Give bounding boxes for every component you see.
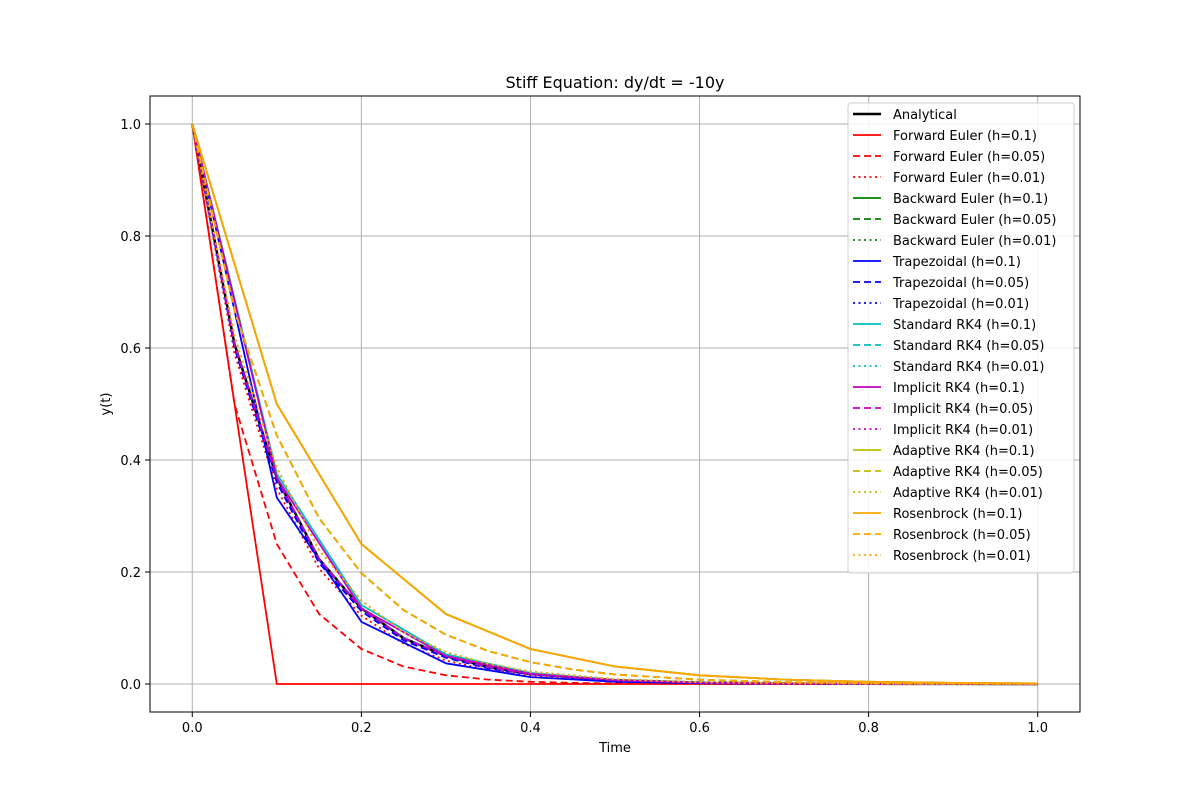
legend: Analytical Forward Euler (h=0.1) Forward E… bbox=[847, 102, 1075, 574]
x-tick-label: 0.8 bbox=[858, 721, 879, 736]
legend-entry: Trapezoidal (h=0.01) bbox=[853, 297, 1029, 312]
legend-entry: Rosenbrock (h=0.01) bbox=[853, 549, 1031, 564]
legend-label: Standard RK4 (h=0.05) bbox=[893, 339, 1044, 354]
legend-entry: Adaptive RK4 (h=0.01) bbox=[853, 486, 1043, 501]
legend-entry: Forward Euler (h=0.01) bbox=[853, 171, 1045, 186]
plot-frame bbox=[149, 95, 1081, 713]
legend-box bbox=[847, 102, 1075, 574]
legend-label: Rosenbrock (h=0.1) bbox=[893, 507, 1022, 522]
legend-label: Standard RK4 (h=0.01) bbox=[893, 360, 1044, 375]
legend-entry: Analytical bbox=[853, 108, 957, 123]
legend-label: Forward Euler (h=0.1) bbox=[893, 129, 1037, 144]
legend-entry: Adaptive RK4 (h=0.1) bbox=[853, 444, 1035, 459]
legend-entry: Trapezoidal (h=0.05) bbox=[853, 276, 1029, 291]
legend-entry: Implicit RK4 (h=0.1) bbox=[853, 381, 1025, 396]
legend-label: Analytical bbox=[893, 108, 957, 123]
legend-entry: Backward Euler (h=0.1) bbox=[853, 192, 1048, 207]
y-tick-label: 0.4 bbox=[120, 454, 141, 469]
legend-label: Trapezoidal (h=0.1) bbox=[892, 255, 1021, 270]
legend-entry: Implicit RK4 (h=0.01) bbox=[853, 423, 1033, 438]
axis-ticks: 0.0 0.2 0.4 0.6 0.8 1.0 0.0 0.2 0.4 0.6 0.8 1.0 bbox=[120, 118, 1048, 736]
legend-label: Adaptive RK4 (h=0.05) bbox=[893, 465, 1043, 480]
legend-entry: Rosenbrock (h=0.1) bbox=[853, 507, 1022, 522]
x-tick-label: 0.6 bbox=[689, 721, 710, 736]
legend-label: Implicit RK4 (h=0.01) bbox=[893, 423, 1033, 438]
legend-label: Rosenbrock (h=0.01) bbox=[893, 549, 1031, 564]
x-tick-label: 0.4 bbox=[520, 721, 541, 736]
series-line-21 bbox=[191, 123, 1038, 685]
x-tick-label: 1.0 bbox=[1027, 721, 1048, 736]
legend-label: Standard RK4 (h=0.1) bbox=[893, 318, 1036, 333]
legend-entry: Forward Euler (h=0.1) bbox=[853, 129, 1037, 144]
legend-entry: Rosenbrock (h=0.05) bbox=[853, 528, 1031, 543]
chart-title: Stiff Equation: dy/dt = -10y bbox=[506, 73, 725, 92]
legend-label: Implicit RK4 (h=0.1) bbox=[893, 381, 1025, 396]
series-line-20 bbox=[191, 123, 1038, 685]
legend-label: Backward Euler (h=0.01) bbox=[893, 234, 1056, 249]
x-tick-label: 0.0 bbox=[182, 721, 203, 736]
y-axis-label: y(t) bbox=[99, 393, 114, 416]
legend-label: Adaptive RK4 (h=0.01) bbox=[893, 486, 1043, 501]
y-tick-label: 0.2 bbox=[120, 566, 141, 581]
legend-entry: Standard RK4 (h=0.01) bbox=[853, 360, 1044, 375]
series-lines bbox=[191, 123, 1038, 686]
legend-entry: Trapezoidal (h=0.1) bbox=[853, 255, 1021, 270]
legend-label: Implicit RK4 (h=0.05) bbox=[893, 402, 1033, 417]
legend-entry: Forward Euler (h=0.05) bbox=[853, 150, 1045, 165]
legend-entry: Backward Euler (h=0.05) bbox=[853, 213, 1056, 228]
legend-label: Forward Euler (h=0.05) bbox=[893, 150, 1045, 165]
x-tick-label: 0.2 bbox=[351, 721, 372, 736]
legend-entry: Implicit RK4 (h=0.05) bbox=[853, 402, 1033, 417]
legend-label: Trapezoidal (h=0.05) bbox=[892, 276, 1029, 291]
legend-label: Backward Euler (h=0.05) bbox=[893, 213, 1056, 228]
x-axis-label: Time bbox=[598, 741, 631, 756]
legend-label: Rosenbrock (h=0.05) bbox=[893, 528, 1031, 543]
legend-entry: Backward Euler (h=0.01) bbox=[853, 234, 1056, 249]
legend-entry: Standard RK4 (h=0.05) bbox=[853, 339, 1044, 354]
legend-label: Backward Euler (h=0.1) bbox=[893, 192, 1048, 207]
legend-label: Adaptive RK4 (h=0.1) bbox=[893, 444, 1035, 459]
series-line-19 bbox=[191, 123, 1038, 685]
legend-label: Trapezoidal (h=0.01) bbox=[892, 297, 1029, 312]
y-tick-label: 0.0 bbox=[120, 678, 141, 693]
y-tick-label: 0.6 bbox=[120, 342, 141, 357]
y-tick-label: 1.0 bbox=[120, 118, 141, 133]
y-tick-label: 0.8 bbox=[120, 230, 141, 245]
legend-label: Forward Euler (h=0.01) bbox=[893, 171, 1045, 186]
legend-entry: Standard RK4 (h=0.1) bbox=[853, 318, 1036, 333]
legend-entry: Adaptive RK4 (h=0.05) bbox=[853, 465, 1043, 480]
